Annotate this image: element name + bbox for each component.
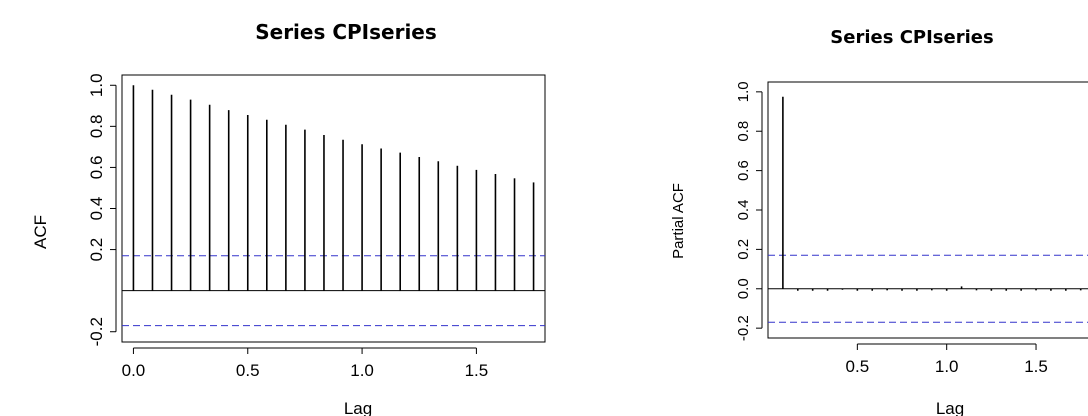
pacf-y-tick-label: -0.2 [735,315,752,341]
acf-x-tick-label: 0.0 [122,361,146,380]
acf-x-tick-label: 0.5 [236,361,260,380]
pacf-y-tick-label: 0.6 [735,160,752,181]
acf-plot-frame [121,74,546,343]
acf-title: Series CPIseries [255,20,437,44]
acf-x-tick-label: 1.0 [350,361,374,380]
pacf-y-tick-label: 0.4 [735,200,752,221]
pacf-y-tick-label: 1.0 [735,81,752,102]
acf-y-tick-label: 0.6 [87,156,106,180]
acf-chart: Series CPIseries 0.0 0.5 1.0 1.5-0.20.20.40… [31,20,546,416]
pacf-x-tick-label: 1.5 [1024,357,1048,376]
acf-plot-area: 0.0 0.5 1.0 1.5 -0.2 0.2 0.4 0.6 0.8 1.0 [87,73,546,380]
pacf-y-axis-label: Partial ACF [670,183,687,259]
pacf-x-axis-label: Lag [936,399,964,416]
acf-y-tick-label: 0.4 [87,197,106,221]
acf-x-axis-label: Lag [344,399,372,416]
acf-y-tick-label: -0.2 [87,317,106,346]
pacf-title: Series CPIseries [830,27,993,48]
acf-y-tick-label: 0.2 [87,238,106,262]
pacf-x-tick-label: 0.5 [846,357,870,376]
acf-y-tick-label: 0.8 [87,115,106,139]
pacf-y-tick-label: 0.8 [735,121,752,142]
pacf-plot-frame [767,81,1088,339]
pacf-plot-area: 0.5 1.0 1.5 -0.2 0.0 0.2 0.4 0.6 0.8 1.0 [735,81,1088,376]
acf-y-axis-label: ACF [31,215,50,249]
pacf-y-tick-label: 0.0 [735,278,752,299]
pacf-x-tick-label: 1.0 [935,357,959,376]
pacf-y-tick-label: 0.2 [735,239,752,260]
acf-y-tick-label: 1.0 [87,73,106,97]
acf-x-tick-label: 1.5 [465,361,489,380]
